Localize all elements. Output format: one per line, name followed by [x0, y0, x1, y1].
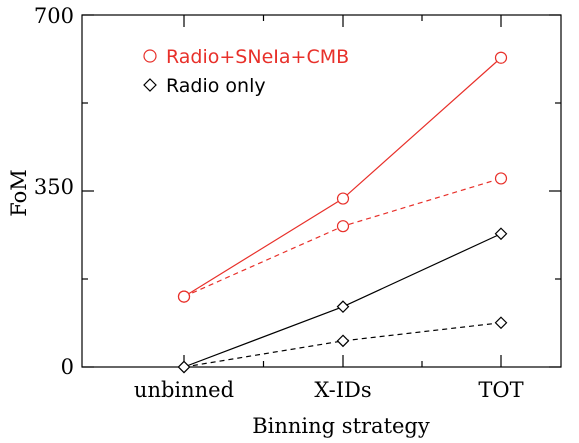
legend: Radio+SNeIa+CMB Radio only [143, 46, 349, 97]
series-line-2 [183, 233, 502, 368]
y-tick-label-700: 700 [34, 4, 74, 28]
series-1-point-0 [177, 290, 191, 303]
series-layer [177, 51, 508, 374]
series-3-point-0 [177, 360, 191, 374]
axis-ticks [82, 14, 561, 368]
legend-diamond-marker [143, 78, 157, 92]
series-0-point-1 [336, 192, 350, 205]
legend-label-radio-sneia-cmb: Radio+SNeIa+CMB [166, 46, 349, 68]
x-tick-label-tot: TOT [478, 378, 523, 402]
series-0-point-2 [494, 51, 508, 64]
x-tick-label-xids: X-IDs [314, 378, 371, 402]
legend-circle-marker [143, 49, 157, 63]
y-tick-label-0: 0 [61, 355, 74, 379]
series-1-point-2 [494, 172, 508, 185]
legend-label-radio-only: Radio only [166, 75, 266, 97]
series-1-point-1 [336, 220, 350, 233]
y-tick-label-350: 350 [34, 175, 74, 199]
series-3-point-2 [494, 316, 508, 330]
y-axis-title: FoM [7, 169, 31, 217]
x-axis-title: Binning strategy [252, 414, 430, 438]
x-tick-label-unbinned: unbinned [134, 378, 234, 402]
series-2-point-1 [336, 300, 350, 314]
series-2-point-2 [494, 227, 508, 241]
series-3-point-1 [336, 334, 350, 348]
